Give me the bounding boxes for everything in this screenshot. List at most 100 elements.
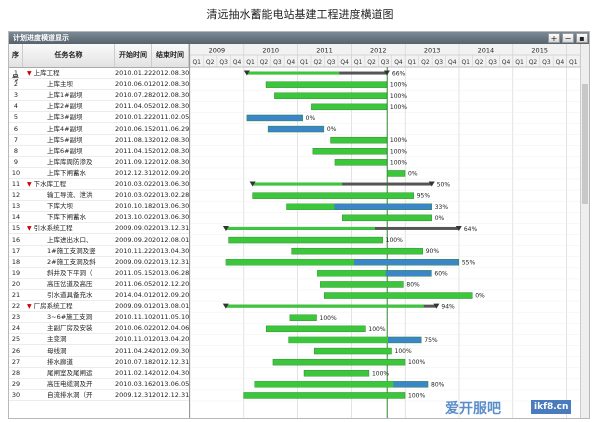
vertical-scrollbar[interactable]	[580, 44, 589, 418]
table-row[interactable]: 23 3~6#施工支洞 2010.11.10 2011.05.10	[9, 312, 189, 324]
percent-label: 50%	[437, 182, 451, 189]
table-row[interactable]: 7 上库5#副坝 2011.08.13 2012.08.30	[9, 135, 189, 146]
table-row[interactable]: 22 ▼ 厂房系统工程 2009.09.01 2013.08.01	[9, 301, 189, 313]
milestone-start-icon	[249, 181, 256, 187]
task-end: 2012.08.30	[152, 80, 189, 89]
quarter-label: Q4	[556, 59, 565, 66]
task-name-text: 上库4#副坝	[47, 124, 83, 133]
task-start: 2013.10.02	[115, 213, 152, 222]
task-bar	[323, 292, 473, 299]
table-row[interactable]: 30 自流排水洞（开 2009.12.31 2012.12.31	[9, 390, 189, 401]
table-row[interactable]: 3 上库1#副坝 2010.07.28 2012.08.30	[9, 90, 189, 102]
task-start: 2011.04.24	[115, 346, 152, 355]
table-row[interactable]: 21 引水道具备充水 2014.04.01 2012.09.20	[9, 290, 189, 302]
task-name: ▼ 厂房系统工程	[27, 301, 115, 312]
task-name-text: 引水道具备充水	[47, 291, 93, 299]
year-label: 2011	[316, 47, 333, 55]
table-row[interactable]: 26 母线洞 2011.04.24 2012.09.30	[9, 346, 189, 357]
task-start: 2009.09.01	[115, 302, 152, 311]
collapse-button[interactable]: −	[562, 33, 574, 43]
task-name: 排水廊道	[47, 357, 115, 368]
task-end: 2012.09.20	[152, 291, 189, 299]
table-row[interactable]: 15 ▼ 引水系统工程 2009.09.02 2013.12.31	[9, 223, 189, 235]
task-end: 2013.06.05	[152, 379, 189, 388]
task-start: 2009.09.02	[115, 224, 152, 233]
row-number: 16	[11, 235, 21, 244]
row-number: 17	[11, 246, 21, 255]
col-start-header[interactable]: 开始时间	[115, 44, 152, 67]
expand-triangle-icon[interactable]: ▼	[27, 225, 32, 233]
percent-label: 100%	[390, 137, 407, 144]
table-row[interactable]: 28 尾闸室及尾闸运 2011.02.14 2012.04.30	[9, 368, 189, 379]
table-row[interactable]: 12 输工导流、泄洪 2010.03.02 2013.02.28	[9, 190, 189, 202]
table-row[interactable]: 8 上库6#副坝 2011.04.15 2012.08.30	[9, 146, 189, 157]
table-row[interactable]: 18 2#施工支洞及斜 2009.09.02 2013.12.31	[9, 257, 189, 268]
table-row[interactable]: 10 上库下闸蓄水 2012.12.31 2012.09.20	[9, 168, 189, 179]
expand-triangle-icon[interactable]: ▼	[27, 181, 32, 188]
table-row[interactable]: 27 排水廊道 2010.07.18 2012.12.31	[9, 357, 189, 368]
table-row[interactable]: 17 1#施工支洞及竖 2010.11.22 2013.04.30	[9, 246, 189, 257]
task-name: 上库库周防渗及	[47, 157, 115, 168]
milestone-start-icon	[243, 70, 250, 76]
quarter-label: Q2	[421, 59, 430, 66]
quarter-label: Q1	[515, 59, 524, 66]
table-row[interactable]: 20 高压岔道及高压 2011.06.05 2012.12.20	[9, 279, 189, 290]
table-row[interactable]: 14 下库下闸蓄水 2013.10.02 2013.06.30	[9, 212, 189, 224]
row-number: 1	[13, 69, 19, 77]
task-start: 2010.06.01	[115, 80, 152, 89]
table-row[interactable]: 25 主变洞 2010.11.01 2013.04.20	[9, 334, 189, 346]
task-name: ▼ 下水库工程	[27, 179, 115, 190]
row-number: 19	[11, 268, 21, 277]
col-no-header[interactable]: 序号	[9, 44, 23, 82]
row-number: 5	[13, 113, 19, 122]
table-row[interactable]: 29 高压电缆洞及开 2010.03.16 2013.06.05	[9, 379, 189, 390]
quarter-label: Q1	[408, 59, 417, 66]
percent-label: 0%	[306, 115, 316, 122]
row-number: 23	[11, 313, 21, 322]
table-row[interactable]: 2 上库主坝 2010.06.01 2012.08.30	[9, 79, 189, 91]
table-row[interactable]: 6 上库4#副坝 2010.06.15 2011.06.29	[9, 124, 189, 135]
task-bar	[311, 103, 388, 111]
table-row[interactable]: 24 主副厂房及安装 2010.06.02 2012.04.06	[9, 323, 189, 335]
col-end-header[interactable]: 结束时间	[152, 44, 189, 67]
percent-label: 100%	[390, 148, 407, 155]
quarter-label: Q2	[260, 59, 269, 66]
quarter-label: Q3	[488, 59, 497, 66]
task-name: 自流排水洞（开	[47, 390, 115, 401]
table-row[interactable]: 4 上库2#副坝 2011.04.05 2012.08.30	[9, 101, 189, 113]
task-start: 2010.06.02	[115, 324, 152, 333]
summary-bar	[252, 182, 432, 186]
row-number: 2	[13, 80, 19, 89]
window-button[interactable]: ▪	[576, 33, 588, 43]
scrollbar-thumb[interactable]	[582, 84, 588, 204]
year-label: 2009	[209, 47, 226, 55]
table-row[interactable]: 1 ▼ 上库工程 2010.01.22 2012.08.30	[9, 68, 189, 80]
task-name: ▼ 上库工程	[27, 68, 115, 79]
col-name-header[interactable]: 任务名称	[23, 44, 115, 67]
expand-triangle-icon[interactable]: ▼	[27, 303, 32, 311]
task-bar	[387, 170, 406, 177]
task-start: 2010.01.22	[115, 69, 152, 77]
percent-label: 66%	[392, 71, 406, 78]
task-name: 下库下闸蓄水	[47, 212, 115, 223]
year-label: 2010	[262, 47, 279, 55]
table-row[interactable]: 19 斜井及下平洞（ 2011.05.15 2013.06.28	[9, 268, 189, 279]
table-row[interactable]: 11 ▼ 下水库工程 2010.03.02 2013.06.30	[9, 179, 189, 191]
table-row[interactable]: 5 上库3#副坝 2010.01.22 2011.02.05	[9, 112, 189, 124]
table-row[interactable]: 9 上库库周防渗及 2011.09.12 2012.08.30	[9, 157, 189, 168]
row-number: 28	[11, 368, 21, 377]
task-start: 2010.10.18	[115, 202, 152, 211]
row-number: 13	[11, 202, 21, 211]
task-start: 2009.09.20	[115, 235, 152, 244]
year-label: 2014	[478, 47, 495, 55]
task-name: 斜井及下平洞（	[47, 268, 115, 279]
summary-progress	[246, 71, 340, 75]
task-end: 2012.08.01	[152, 235, 189, 244]
expand-button[interactable]: +	[548, 33, 560, 43]
table-row[interactable]: 16 上库进出水口、 2009.09.20 2012.08.01	[9, 235, 189, 246]
expand-triangle-icon[interactable]: ▼	[27, 70, 32, 77]
percent-label: 100%	[395, 348, 412, 355]
table-row[interactable]: 13 下库大坝 2010.10.18 2013.06.30	[9, 201, 189, 213]
row-number: 14	[11, 213, 21, 222]
task-start: 2010.11.22	[115, 246, 152, 255]
